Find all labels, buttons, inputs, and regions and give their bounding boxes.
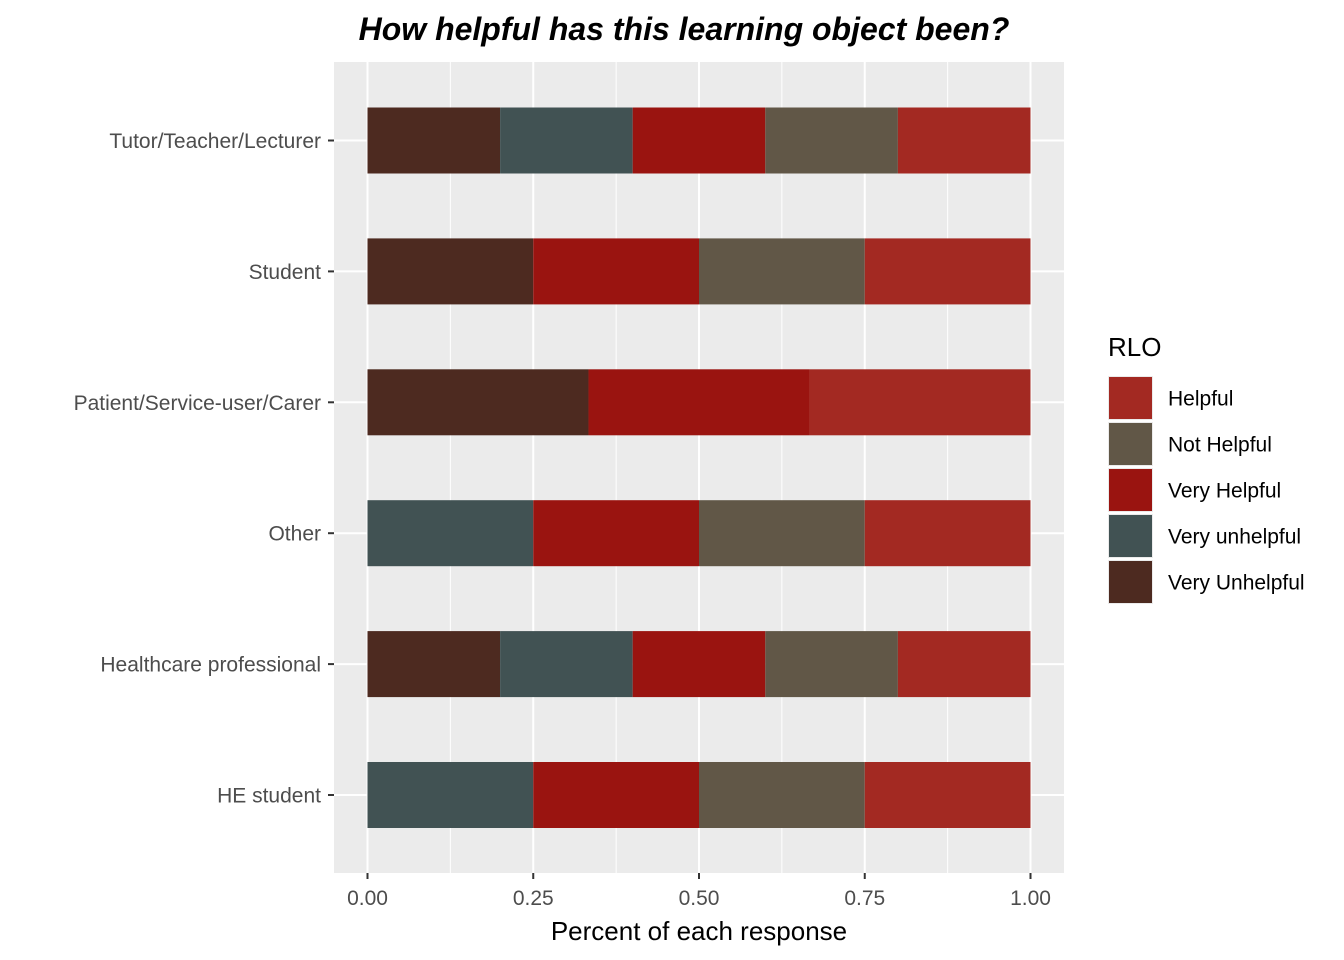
- y-tick-label: HE student: [217, 785, 321, 808]
- bar-segment: [632, 107, 766, 174]
- legend-label: Helpful: [1168, 388, 1233, 411]
- legend: RLO Helpful Not Helpful Very Helpful Very u…: [1108, 332, 1305, 604]
- bar-segment: [367, 762, 534, 828]
- bar-segments: [367, 107, 1031, 828]
- x-tick-label: 0.50: [679, 887, 720, 910]
- legend-items: Helpful Not Helpful Very Helpful Very unhel…: [1108, 376, 1305, 604]
- legend-title: RLO: [1108, 332, 1161, 362]
- grid-minor-lines: [449, 62, 949, 873]
- bar-segment: [367, 238, 534, 305]
- x-tick-label: 0.75: [844, 887, 885, 910]
- bar-segment: [533, 762, 699, 828]
- bar-segment: [864, 500, 1031, 567]
- x-axis-title: Percent of each response: [551, 916, 847, 946]
- chart-title: How helpful has this learning object bee…: [359, 11, 1010, 47]
- bar-segment: [588, 369, 810, 436]
- legend-swatch: [1109, 561, 1152, 603]
- y-tick-label: Other: [268, 523, 321, 546]
- bar-segment: [765, 107, 898, 174]
- bar-segment: [699, 238, 865, 305]
- legend-label: Very Unhelpful: [1168, 572, 1305, 595]
- legend-label: Very unhelpful: [1168, 526, 1301, 549]
- legend-swatch: [1109, 469, 1152, 511]
- x-tick-label: 1.00: [1010, 887, 1051, 910]
- bar-segment: [897, 631, 1031, 698]
- bar-segment: [367, 369, 589, 436]
- y-tick-label: Tutor/Teacher/Lecturer: [109, 130, 321, 153]
- x-axis: 0.00 0.25 0.50 0.75 1.00: [347, 873, 1051, 910]
- legend-swatch: [1109, 377, 1152, 419]
- bar-segment: [699, 500, 865, 567]
- bar-segment: [367, 500, 534, 567]
- bar-segment: [367, 107, 501, 174]
- y-tick-label: Student: [249, 261, 322, 284]
- y-axis: Tutor/Teacher/Lecturer Student Patient/Ser…: [74, 130, 334, 808]
- bar-segment: [864, 762, 1031, 828]
- bar-segment: [809, 369, 1031, 436]
- bar-segment: [500, 631, 633, 698]
- legend-swatch: [1109, 515, 1152, 557]
- bar-segment: [367, 631, 501, 698]
- legend-swatch: [1109, 423, 1152, 465]
- x-tick-label: 0.00: [347, 887, 388, 910]
- y-tick-label: Patient/Service-user/Carer: [74, 392, 321, 415]
- bar-segment: [864, 238, 1031, 305]
- legend-label: Not Helpful: [1168, 434, 1272, 457]
- legend-label: Very Helpful: [1168, 480, 1281, 503]
- bar-segment: [533, 238, 699, 305]
- bar-segment: [765, 631, 898, 698]
- x-tick-label: 0.25: [513, 887, 554, 910]
- bar-segment: [533, 500, 699, 567]
- bar-segment: [699, 762, 865, 828]
- y-tick-label: Healthcare professional: [100, 654, 321, 677]
- bar-segment: [632, 631, 766, 698]
- bar-segment: [897, 107, 1031, 174]
- bar-segment: [500, 107, 633, 174]
